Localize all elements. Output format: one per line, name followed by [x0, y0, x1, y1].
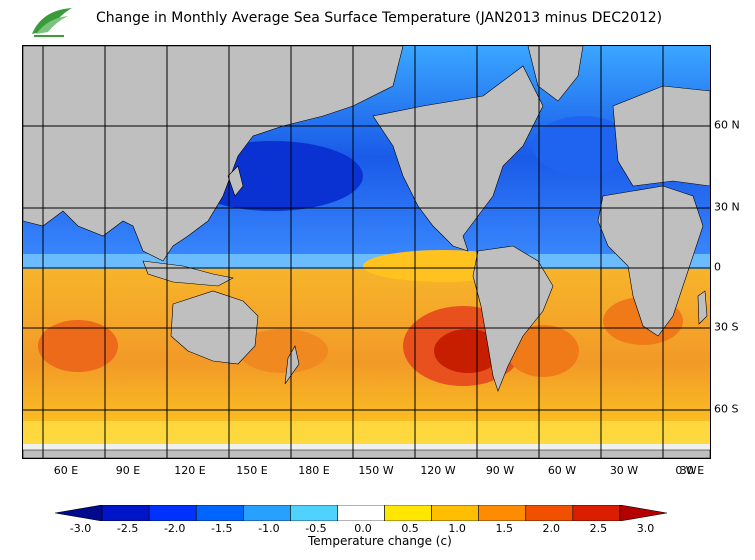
colorbar-segment [384, 504, 432, 522]
latitude-label: 30 S [714, 320, 739, 334]
latitude-label: 60 S [714, 402, 739, 416]
colorbar-segment [525, 504, 574, 522]
longitude-label: 0 W [675, 464, 697, 477]
longitude-label: 180 E [298, 464, 330, 477]
latitude-label: 60 N [714, 118, 740, 132]
longitude-label: 60 E [53, 464, 79, 477]
colorbar-segment [195, 504, 244, 522]
longitude-label: 120 E [174, 464, 206, 477]
colorbar-tick-label: 0.0 [354, 522, 372, 535]
colorbar-tick-label: -1.0 [258, 522, 280, 535]
land-indonesia [142, 260, 234, 287]
longitude-label: 30 W [609, 464, 639, 477]
colorbar-tick-label: 0.5 [401, 522, 419, 535]
land-madagascar [697, 290, 708, 325]
land-newzealand [284, 345, 300, 385]
colorbar-tick-label: 1.0 [448, 522, 466, 535]
sst-change-map [22, 45, 711, 459]
colorbar-tick-label: -0.5 [305, 522, 327, 535]
longitude-label: 120 W [420, 464, 456, 477]
longitude-label: 60 W [547, 464, 577, 477]
colorbar-tick-label: 3.0 [636, 522, 655, 535]
land-japan [227, 165, 244, 197]
colorbar [54, 504, 668, 522]
colorbar-segment [478, 504, 527, 522]
colorbar-tick-label: 2.0 [542, 522, 561, 535]
hot-patch-indian [38, 320, 118, 372]
colorbar-segment [431, 504, 479, 522]
longitude-label: 150 E [236, 464, 268, 477]
colorbar-max-arrow [619, 504, 668, 522]
hot-patch-satlantic [507, 325, 579, 377]
land-europe [612, 85, 710, 187]
land-eurasia [23, 46, 404, 262]
colorbar-tick-label: -1.5 [211, 522, 233, 535]
colorbar-tick-label: 1.5 [495, 522, 513, 535]
colorbar-segment [148, 504, 197, 522]
colorbar-segment [572, 504, 621, 522]
latitude-label: 30 N [714, 200, 740, 214]
latitude-label: 0 [714, 260, 721, 274]
hot-patch-sepacific-core [434, 329, 502, 373]
grid-lines [23, 46, 710, 458]
colorbar-tick-label: 2.5 [589, 522, 608, 535]
cold-patch-natlantic [533, 116, 633, 176]
longitude-label: 30 E [679, 464, 705, 477]
colorbar-segment [243, 504, 291, 522]
longitude-label: 150 W [358, 464, 394, 477]
land-greenland [527, 46, 584, 102]
colorbar-segment [337, 504, 385, 522]
colorbar-title: Temperature change (c) [308, 534, 452, 548]
colorbar-tick-label: -3.0 [69, 522, 92, 535]
longitude-label: 90 W [485, 464, 515, 477]
colorbar-segment [290, 504, 338, 522]
land-africa [597, 185, 704, 337]
longitude-label: 90 E [115, 464, 141, 477]
colorbar-tick-label: -2.0 [163, 522, 186, 535]
hot-patch-tasman [238, 329, 328, 373]
land-southamerica [472, 245, 554, 392]
map-title: Change in Monthly Average Sea Surface Te… [96, 10, 663, 26]
logo [28, 4, 76, 42]
colorbar-min-arrow [54, 504, 103, 522]
colorbar-tick-label: -2.5 [116, 522, 139, 535]
colorbar-segment [101, 504, 150, 522]
land-antarctica [23, 449, 710, 458]
